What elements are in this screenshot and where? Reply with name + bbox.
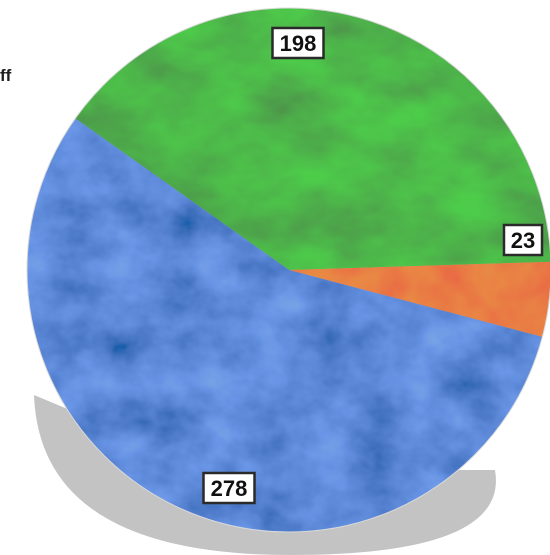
slice-23-texture — [289, 261, 550, 337]
data-label-text: 278 — [211, 476, 248, 501]
data-label-box — [202, 471, 256, 505]
data-label-23: 23 — [502, 223, 544, 257]
pie-outline — [26, 7, 550, 533]
data-label-box — [502, 223, 544, 257]
page-title-fragment: ff — [0, 66, 12, 85]
data-label-278: 278 — [202, 471, 256, 505]
data-label-box — [271, 26, 325, 60]
data-label-198: 198 — [271, 26, 325, 60]
pie-labels: 198 23 278 — [202, 26, 544, 505]
data-label-text: 198 — [280, 31, 317, 56]
slice-198-texture — [75, 8, 550, 270]
pie-slices — [26, 7, 550, 533]
slice-278-texture — [26, 118, 543, 533]
data-label-text: 23 — [511, 228, 535, 253]
